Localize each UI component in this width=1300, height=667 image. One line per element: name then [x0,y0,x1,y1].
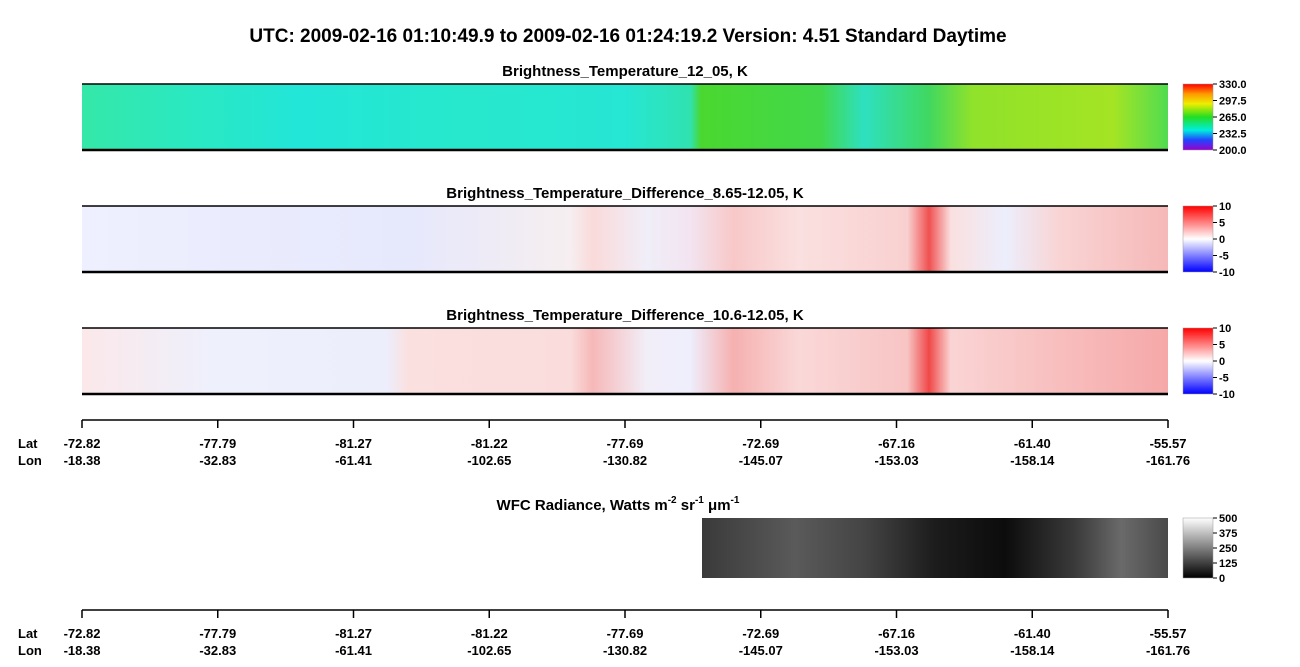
panel-title: Brightness_Temperature_Difference_10.6-1… [446,307,804,324]
colorbar-tick-label: 10 [1219,201,1231,213]
colorbar-tick-label: 0 [1219,234,1225,246]
panel-image [82,328,1168,394]
colorbar-tick-label: 250 [1219,543,1237,555]
lat-tick-label: -72.82 [64,626,101,641]
colorbar-tick-label: -10 [1219,267,1235,279]
lon-label: Lon [18,453,42,468]
colorbar-tick-label: 375 [1219,528,1237,540]
colorbar-tick-label: 10 [1219,323,1231,335]
lon-tick-label: -161.76 [1146,453,1190,468]
colorbar-tick-label: -5 [1219,373,1229,385]
lon-tick-label: -18.38 [64,643,101,658]
radiance-title: WFC Radiance, Watts m-2 sr-1 μm-1 [497,495,740,514]
lat-label: Lat [18,626,38,641]
lat-tick-label: -77.79 [199,626,236,641]
lon-tick-label: -102.65 [467,643,511,658]
title-part: -1 [695,495,704,506]
colorbar [1182,327,1214,395]
lat-tick-label: -55.57 [1150,436,1187,451]
colorbar [1182,205,1214,273]
colorbar-tick-label: -10 [1219,389,1235,401]
lon-tick-label: -158.14 [1010,643,1055,658]
lat-tick-label: -72.69 [742,626,779,641]
panel-image [82,84,1168,150]
lon-tick-label: -61.41 [335,453,372,468]
panel-title: Brightness_Temperature_12_05, K [502,63,748,80]
lon-tick-label: -145.07 [739,643,783,658]
colorbar-tick-label: 125 [1219,558,1237,570]
lon-tick-label: -153.03 [874,453,918,468]
colorbar-tick-label: 232.5 [1219,129,1247,141]
lon-tick-label: -130.82 [603,453,647,468]
page-title: UTC: 2009-02-16 01:10:49.9 to 2009-02-16… [249,26,1006,47]
lon-tick-label: -18.38 [64,453,101,468]
lon-tick-label: -102.65 [467,453,511,468]
lat-tick-label: -81.27 [335,626,372,641]
lat-tick-label: -61.40 [1014,436,1051,451]
colorbar-tick-label: 297.5 [1219,96,1247,108]
lat-tick-label: -81.27 [335,436,372,451]
colorbar-tick-label: 5 [1219,340,1225,352]
lon-tick-label: -161.76 [1146,643,1190,658]
title-part: -1 [731,495,740,506]
lon-tick-label: -32.83 [199,643,236,658]
lat-tick-label: -81.22 [471,436,508,451]
lat-tick-label: -67.16 [878,626,915,641]
lat-tick-label: -77.69 [607,436,644,451]
plots: Brightness_Temperature_12_05, K 330.0 297.… [18,63,1247,658]
title-part: WFC Radiance, Watts m [497,497,668,514]
lon-tick-label: -145.07 [739,453,783,468]
title-part: μm [704,497,731,514]
lat-label: Lat [18,436,38,451]
lat-tick-label: -61.40 [1014,626,1051,641]
lat-tick-label: -77.69 [607,626,644,641]
lat-tick-label: -67.16 [878,436,915,451]
colorbar-tick-label: 5 [1219,218,1225,230]
panel-title: Brightness_Temperature_Difference_8.65-1… [446,185,804,202]
lat-tick-label: -72.82 [64,436,101,451]
colorbar-tick-label: -5 [1219,251,1229,263]
lat-tick-label: -55.57 [1150,626,1187,641]
colorbar-tick-label: 0 [1219,356,1225,368]
title-part: -2 [668,495,677,506]
lon-tick-label: -61.41 [335,643,372,658]
lon-label: Lon [18,643,42,658]
panel-image [82,206,1168,272]
lat-tick-label: -77.79 [199,436,236,451]
lon-tick-label: -130.82 [603,643,647,658]
lat-tick-label: -81.22 [471,626,508,641]
colorbar-tick-label: 200.0 [1219,145,1247,157]
colorbar-tick-label: 0 [1219,573,1225,585]
colorbar-tick-label: 265.0 [1219,112,1247,124]
lat-tick-label: -72.69 [742,436,779,451]
colorbar [1182,83,1214,151]
colorbar-tick-label: 330.0 [1219,79,1247,91]
lon-tick-label: -32.83 [199,453,236,468]
lon-tick-label: -158.14 [1010,453,1055,468]
colorbar-tick-label: 500 [1219,513,1237,525]
colorbar [1182,517,1214,579]
title-part: sr [677,497,696,514]
radiance-image [702,518,1168,578]
lon-tick-label: -153.03 [874,643,918,658]
